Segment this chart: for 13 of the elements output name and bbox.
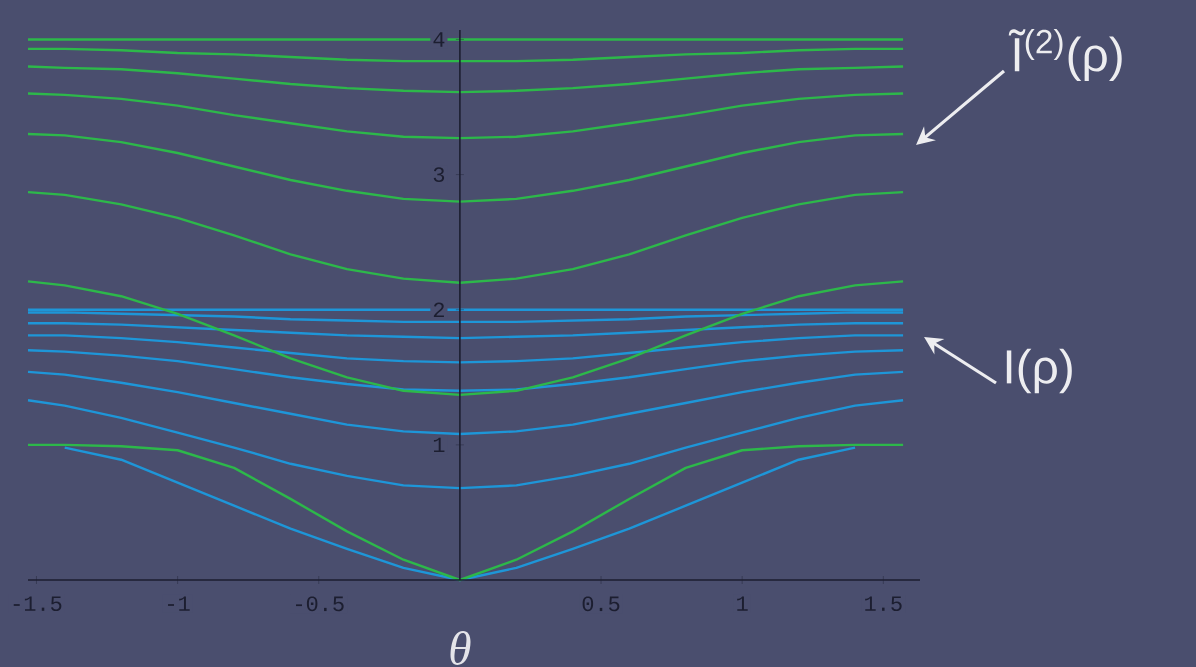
- x-tick-label: 1.5: [865, 596, 902, 612]
- x-tick-label: 0.5: [582, 596, 620, 612]
- x-tick-label: 1: [737, 596, 748, 611]
- x-axis-title: θ: [450, 631, 471, 665]
- text: I(ρ): [1006, 348, 1072, 394]
- y-tick-label: 1: [433, 437, 445, 453]
- x-tick-label: -1.5: [13, 596, 62, 612]
- y-tick-label: 3: [433, 167, 445, 183]
- x-tick-label: -0.5: [296, 596, 344, 612]
- text: Ĩ$^{(2)}$(ρ): [1008, 28, 1122, 82]
- x-tick-label: -1: [168, 596, 190, 611]
- y-tick-label: 2: [433, 302, 444, 318]
- y-tick-label: 4: [433, 32, 445, 47]
